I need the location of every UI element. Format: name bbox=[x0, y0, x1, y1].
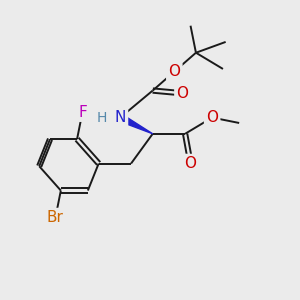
Text: N: N bbox=[115, 110, 126, 125]
Text: O: O bbox=[206, 110, 218, 125]
Text: Br: Br bbox=[47, 210, 64, 225]
Polygon shape bbox=[118, 114, 153, 134]
Text: O: O bbox=[184, 156, 196, 171]
Text: O: O bbox=[176, 86, 188, 101]
Text: F: F bbox=[78, 105, 87, 120]
Text: O: O bbox=[168, 64, 180, 79]
Text: H: H bbox=[96, 111, 106, 124]
